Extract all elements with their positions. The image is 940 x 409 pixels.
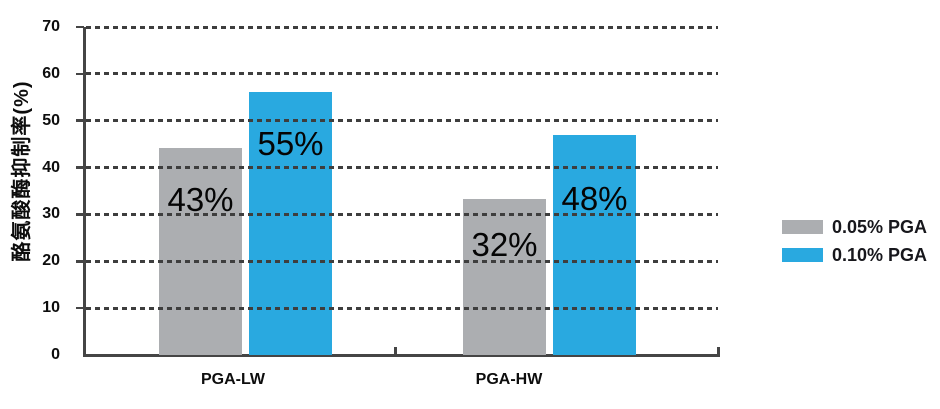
y-tick-label-0: 0 (51, 346, 60, 363)
y-tick-30 (76, 213, 84, 216)
y-tick-label-20: 20 (42, 252, 60, 270)
bar-005PGA-PGA-LW (159, 147, 242, 355)
bar-value-label: 55% (257, 125, 324, 163)
y-tick-50 (76, 119, 84, 122)
gridline-60 (86, 72, 718, 76)
bar-value-label: 48% (561, 180, 628, 218)
gridline-20 (86, 259, 718, 263)
gridline-10 (86, 306, 718, 310)
y-axis-line (83, 27, 86, 355)
y-tick-70 (76, 25, 84, 29)
y-tick-label-40: 40 (42, 158, 60, 176)
y-tick-label-50: 50 (42, 111, 60, 129)
bar-010PGA-PGA-LW (249, 92, 332, 355)
bar-value-label: 43% (167, 180, 234, 218)
y-tick-label-60: 60 (42, 64, 60, 82)
legend-item: 0.05% PGA (782, 217, 928, 237)
legend-swatch (782, 220, 823, 234)
x-tick-0 (394, 347, 397, 355)
y-tick-label-70: 70 (42, 18, 60, 35)
bar-005PGA-PGA-HW (463, 198, 546, 355)
y-tick-label-10: 10 (42, 299, 60, 317)
gridline-50 (86, 119, 718, 123)
y-tick-60 (76, 72, 84, 76)
y-tick-10 (76, 306, 84, 310)
legend-label: 0.10% PGA (832, 245, 928, 265)
gridline-40 (86, 166, 718, 170)
legend: 0.05% PGA 0.10% PGA (782, 217, 928, 276)
x-tick-1 (717, 347, 720, 355)
legend-swatch (782, 248, 823, 262)
y-tick-20 (76, 260, 84, 263)
bar-value-label: 32% (471, 225, 538, 263)
gridline-70 (86, 25, 718, 29)
bar-010PGA-PGA-HW (553, 135, 636, 355)
y-tick-40 (76, 166, 84, 169)
legend-item: 0.10% PGA (782, 245, 928, 265)
category-label-PGA-LW: PGA-LW (201, 371, 265, 388)
y-tick-label-30: 30 (42, 205, 60, 223)
gridline-30 (86, 212, 718, 216)
category-label-PGA-HW: PGA-HW (475, 371, 543, 388)
x-axis-line (83, 354, 720, 357)
legend-label: 0.05% PGA (832, 217, 928, 237)
